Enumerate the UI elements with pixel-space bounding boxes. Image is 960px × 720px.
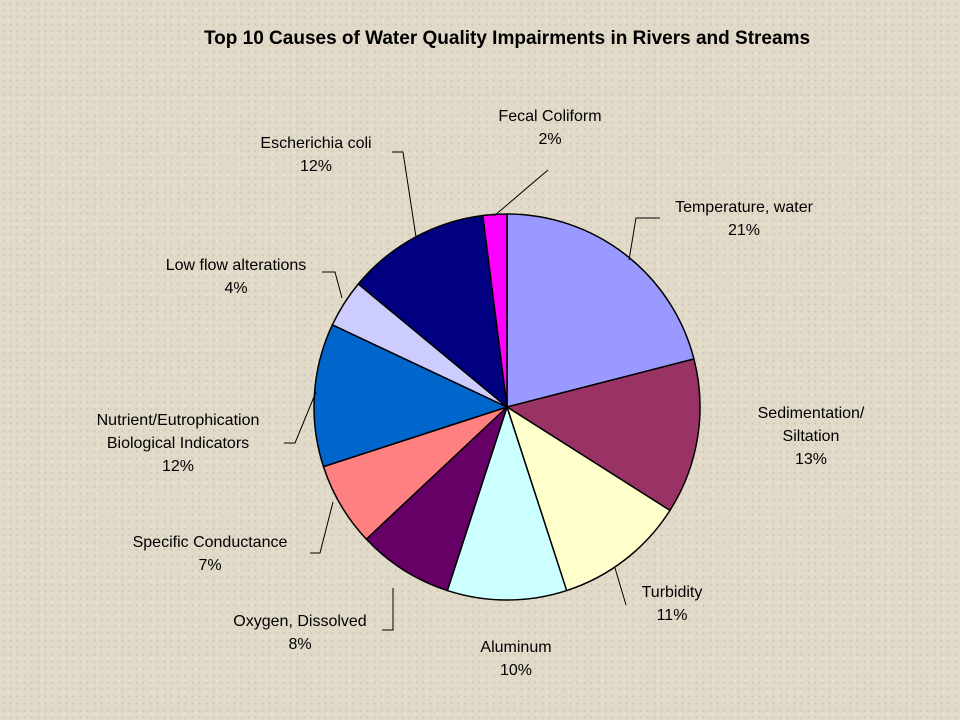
slice-name: Siltation [783,428,840,445]
slice-name: Biological Indicators [107,435,249,452]
slice-name: Turbidity [642,584,703,601]
slice-label: Aluminum 10% [480,639,551,679]
leader-line [382,588,394,631]
slice-label: Specific Conductance 7% [133,534,288,574]
slice-percent: 21% [728,222,760,239]
pie-slice [357,214,508,408]
leader-line [322,271,343,299]
slice-percent: 11% [657,607,688,624]
slice-label: Low flow alterations 4% [166,257,307,297]
pie-slice [506,213,695,408]
leader-line [392,151,417,238]
slice-percent: 7% [198,557,221,574]
slice-percent: 8% [288,636,311,653]
pie-slice [506,358,701,512]
chart-title: Top 10 Causes of Water Quality Impairmen… [203,28,811,49]
pie-slice [506,406,671,592]
leader-line [614,567,627,606]
slice-label: Temperature, water 21% [675,199,814,239]
slice-label: Escherichia coli 12% [260,135,371,175]
slice-labels: Temperature, water 21% Sedimentation/Silta… [97,108,865,679]
leader-line [493,169,549,217]
leader-line [310,501,334,554]
slice-label: Oxygen, Dissolved 8% [233,613,366,653]
slice-name: Escherichia coli [260,135,371,152]
slice-percent: 2% [538,131,561,148]
leader-line [284,391,317,444]
pie-slice [446,406,568,601]
pie-slices [313,213,701,601]
slice-percent: 12% [162,458,194,475]
slice-label: Nutrient/Eutrophication Biological Indica… [97,412,260,475]
slice-percent: 13% [795,451,827,468]
slice-label: Sedimentation/Siltation 13% [758,405,865,468]
slice-name: Low flow alterations [166,257,307,274]
slice-name: Oxygen, Dissolved [233,613,366,630]
slice-name: Nutrient/Eutrophication [97,412,260,429]
slice-percent: 12% [300,158,332,175]
slice-name: Specific Conductance [133,534,288,551]
slice-percent: 10% [500,662,532,679]
slice-label: Turbidity 11% [642,584,703,624]
pie-slice [482,213,508,408]
leader-lines [284,151,660,631]
slice-name: Fecal Coliform [498,108,601,125]
slice-percent: 4% [224,280,247,297]
leader-line [628,217,660,261]
slice-name: Sedimentation/ [758,405,865,422]
slice-label: Fecal Coliform 2% [498,108,601,148]
slice-name: Temperature, water [675,199,814,216]
pie-slice [365,406,508,592]
slice-name: Aluminum [480,639,551,656]
